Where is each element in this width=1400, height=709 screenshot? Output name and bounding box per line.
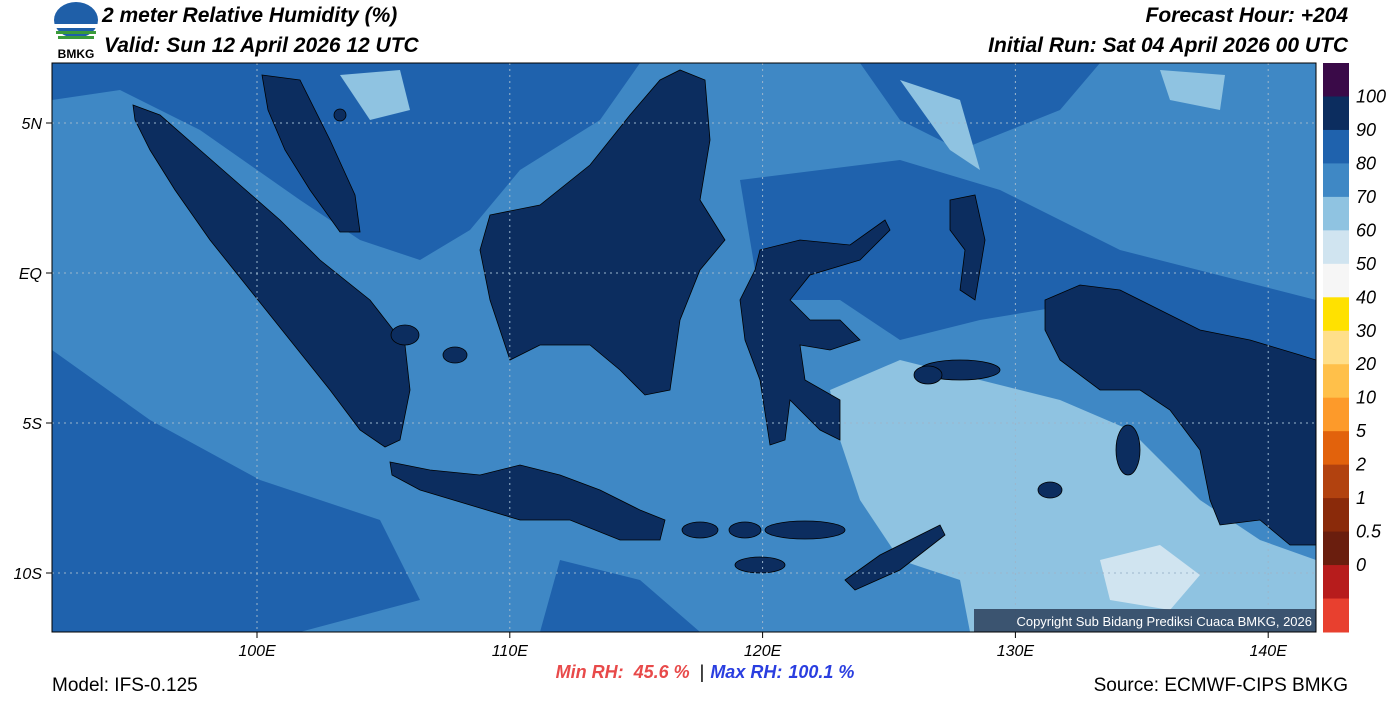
initial-run: Initial Run: Sat 04 April 2026 00 UTC [988, 34, 1349, 57]
lon-label: 110E [492, 643, 529, 660]
lat-label: EQ [19, 266, 42, 283]
colorbar-segment [1323, 397, 1349, 432]
colorbar-label: 80 [1356, 153, 1376, 173]
colorbar-segment [1323, 364, 1349, 399]
colorbar-label: 10 [1356, 388, 1376, 408]
colorbar-label: 70 [1356, 187, 1376, 207]
colorbar-segment [1323, 163, 1349, 198]
colorbar-segment [1323, 63, 1349, 97]
min-value: 45.6 % [633, 662, 690, 682]
colorbar-segment [1323, 431, 1349, 466]
colorbar-label: 40 [1356, 287, 1376, 307]
lat-label: 5N [22, 116, 43, 133]
logo-text: BMKG [58, 47, 95, 61]
colorbar-segment [1323, 531, 1349, 566]
colorbar-label: 90 [1356, 120, 1376, 140]
forecast-hour: Forecast Hour: +204 [1146, 4, 1349, 27]
min-max: Min RH: 45.6 % | Max RH: 100.1 % [556, 662, 855, 682]
colorbar-label: 0.5 [1356, 522, 1382, 542]
valid-time: Valid: Sun 12 April 2026 12 UTC [104, 34, 420, 57]
model: Model: IFS-0.125 [52, 675, 198, 696]
min-label: Min RH: [556, 662, 624, 682]
colorbar-segment [1323, 230, 1349, 265]
colorbar-segment [1323, 598, 1349, 633]
colorbar-segment [1323, 464, 1349, 499]
lat-label: 10S [14, 566, 43, 583]
lon-label: 100E [238, 643, 276, 660]
colorbar-segment [1323, 96, 1349, 131]
colorbar-segment [1323, 263, 1349, 298]
logo: BMKG [54, 2, 98, 61]
separator: | [700, 662, 705, 682]
colorbar-segment [1323, 196, 1349, 231]
colorbar-label: 30 [1356, 321, 1376, 341]
copyright: Copyright Sub Bidang Prediksi Cuaca BMKG… [1016, 614, 1312, 629]
colorbar-label: 50 [1356, 254, 1376, 274]
source: Source: ECMWF-CIPS BMKG [1094, 675, 1348, 696]
colorbar-label: 0 [1356, 555, 1366, 575]
colorbar-label: 2 [1355, 455, 1366, 475]
colorbar-label: 100 [1356, 86, 1386, 106]
title: 2 meter Relative Humidity (%) [101, 4, 397, 27]
lon-label: 130E [997, 643, 1035, 660]
colorbar-label: 60 [1356, 220, 1376, 240]
colorbar-segment [1323, 330, 1349, 365]
colorbar-segment [1323, 129, 1349, 164]
colorbar-label: 20 [1355, 354, 1376, 374]
max-label: Max RH: [710, 662, 782, 682]
colorbar-segment [1323, 498, 1349, 533]
lat-label: 5S [22, 416, 42, 433]
colorbar-label: 1 [1356, 488, 1366, 508]
map: Copyright Sub Bidang Prediksi Cuaca BMKG… [52, 63, 1316, 632]
colorbar-label: 5 [1356, 421, 1367, 441]
lon-label: 120E [744, 643, 782, 660]
colorbar-segment [1323, 297, 1349, 332]
lon-label: 140E [1250, 643, 1288, 660]
max-value: 100.1 % [788, 662, 854, 682]
colorbar-segment [1323, 565, 1349, 600]
